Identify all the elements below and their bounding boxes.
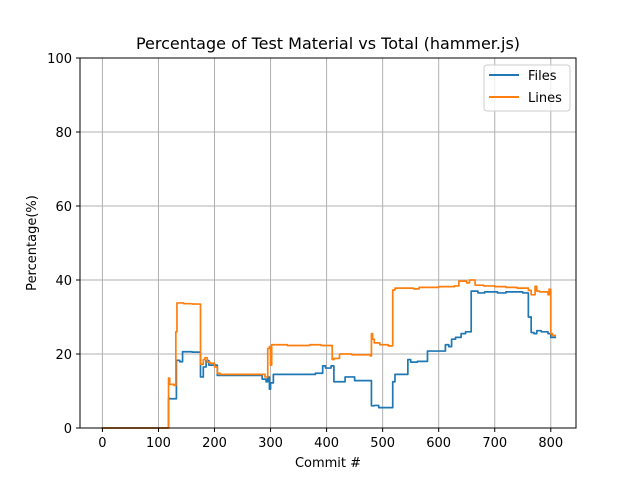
legend-label-files: Files — [528, 69, 557, 84]
x-tick-label: 0 — [98, 436, 106, 451]
series-group — [101, 279, 557, 429]
axis-ticks: 0 100 200 300 400 500 600 700 800 0 20 40 60 80 100 — [47, 52, 563, 451]
series-line-lines — [101, 279, 557, 429]
plot-frame — [79, 57, 577, 429]
series-line-files — [101, 290, 557, 429]
x-tick-label: 100 — [146, 436, 171, 451]
x-tick-label: 600 — [426, 436, 451, 451]
y-tick-label: 20 — [55, 348, 72, 363]
legend-box — [483, 64, 571, 112]
x-tick-label: 300 — [258, 436, 283, 451]
legend-label-lines: Lines — [528, 91, 562, 106]
chart-title: Percentage of Test Material vs Total (ha… — [136, 34, 520, 53]
y-axis-label: Percentage(%) — [25, 195, 40, 291]
x-tick-label: 700 — [482, 436, 507, 451]
x-tick-label: 200 — [202, 436, 227, 451]
x-tick-label: 800 — [538, 436, 563, 451]
x-tick-label: 400 — [314, 436, 339, 451]
y-tick-label: 60 — [55, 200, 72, 215]
y-tick-label: 0 — [64, 422, 72, 437]
legend: Files Lines — [483, 64, 571, 112]
y-tick-label: 80 — [55, 126, 72, 141]
x-tick-label: 500 — [370, 436, 395, 451]
x-axis-label: Commit # — [295, 456, 361, 471]
y-tick-label: 100 — [47, 52, 72, 67]
y-tick-label: 40 — [55, 274, 72, 289]
